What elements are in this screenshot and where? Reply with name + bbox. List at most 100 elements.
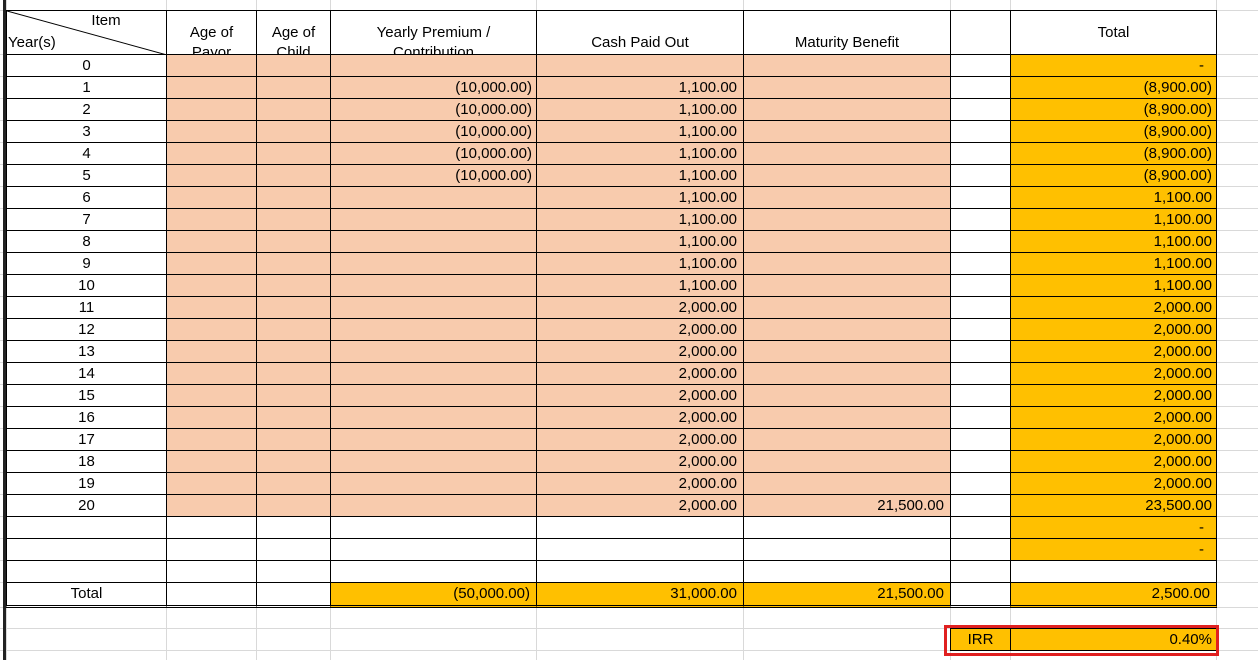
header-cell: Maturity Benefit [743, 10, 951, 55]
cell [950, 230, 1011, 253]
cell [743, 98, 951, 121]
cell: 16 [6, 406, 167, 429]
cell [950, 428, 1011, 451]
cell [256, 252, 331, 275]
cell: 0 [6, 54, 167, 77]
cell [330, 186, 537, 209]
cell [743, 538, 951, 561]
cell [166, 98, 257, 121]
cell [330, 450, 537, 473]
cell [330, 318, 537, 341]
cell [743, 450, 951, 473]
cell [166, 384, 257, 407]
header-cell: Yearly Premium / Contribution [330, 10, 537, 55]
cell: - [1010, 516, 1217, 539]
cell [950, 208, 1011, 231]
cell: 2,000.00 [1010, 296, 1217, 319]
cell [256, 538, 331, 561]
total-cell: 2,500.00 [1010, 582, 1217, 608]
cell [256, 186, 331, 209]
cell [743, 340, 951, 363]
cell [256, 428, 331, 451]
cell: (10,000.00) [330, 142, 537, 165]
cell: 9 [6, 252, 167, 275]
cell: 6 [6, 186, 167, 209]
cell [536, 516, 744, 539]
total-cell: 31,000.00 [536, 582, 744, 608]
cell [536, 54, 744, 77]
cell: (8,900.00) [1010, 98, 1217, 121]
grid-line [0, 628, 1258, 629]
header-corner [6, 10, 167, 55]
cell [256, 340, 331, 363]
cell [950, 186, 1011, 209]
cell [743, 164, 951, 187]
cell [256, 516, 331, 539]
cell [166, 318, 257, 341]
cell: 20 [6, 494, 167, 517]
cell [950, 494, 1011, 517]
header-line: Yearly Premium / [376, 24, 491, 41]
cell: 2,000.00 [536, 384, 744, 407]
cell: 2,000.00 [1010, 384, 1217, 407]
cell [330, 538, 537, 561]
cell [166, 54, 257, 77]
cell: 4 [6, 142, 167, 165]
cell: 2,000.00 [536, 494, 744, 517]
header-item: Item [91, 12, 121, 29]
cell: 15 [6, 384, 167, 407]
cell [743, 362, 951, 385]
cell [743, 560, 951, 583]
cell: 10 [6, 274, 167, 297]
cell [330, 274, 537, 297]
cell: 2,000.00 [1010, 450, 1217, 473]
header-line: Child [276, 44, 311, 55]
cell: 2,000.00 [536, 318, 744, 341]
cell: 1,100.00 [536, 252, 744, 275]
cell: 2,000.00 [1010, 318, 1217, 341]
cell [330, 494, 537, 517]
cell [256, 120, 331, 143]
cell: (8,900.00) [1010, 76, 1217, 99]
cell: 1,100.00 [536, 230, 744, 253]
cell [256, 362, 331, 385]
cell [743, 76, 951, 99]
total-cell: 21,500.00 [743, 582, 951, 608]
cell [330, 384, 537, 407]
cell [166, 516, 257, 539]
cell [950, 142, 1011, 165]
cell [330, 296, 537, 319]
cell: 1,100.00 [1010, 252, 1217, 275]
total-cell: Total [6, 582, 167, 608]
cell [166, 76, 257, 99]
cell: 1,100.00 [1010, 186, 1217, 209]
cell [950, 538, 1011, 561]
cell [1010, 560, 1217, 583]
cell [256, 384, 331, 407]
header-line: Contribution [393, 44, 474, 55]
cell [256, 296, 331, 319]
cell: 1,100.00 [536, 208, 744, 231]
cell: 2,000.00 [1010, 406, 1217, 429]
cell: (8,900.00) [1010, 120, 1217, 143]
cell [950, 164, 1011, 187]
diagonal [7, 11, 166, 54]
cell [256, 164, 331, 187]
cell [330, 54, 537, 77]
cell [743, 208, 951, 231]
cell [950, 76, 1011, 99]
cell [743, 318, 951, 341]
cell: (10,000.00) [330, 98, 537, 121]
cell [330, 230, 537, 253]
header-line: Age of [189, 24, 234, 41]
cell: 2,000.00 [536, 406, 744, 429]
cell [950, 406, 1011, 429]
cell: 1,100.00 [1010, 230, 1217, 253]
cell [743, 142, 951, 165]
cell: 17 [6, 428, 167, 451]
highlight-box [944, 625, 1219, 656]
cell: 8 [6, 230, 167, 253]
cell: 2,000.00 [1010, 428, 1217, 451]
cell: 1,100.00 [536, 120, 744, 143]
